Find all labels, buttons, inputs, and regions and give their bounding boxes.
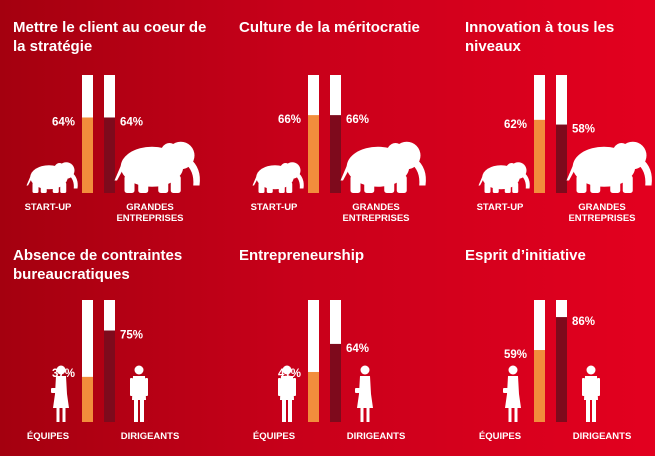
chart-plot: 37%75%ÉQUIPES DIRIGEANTS (27, 300, 180, 442)
bar-track (308, 300, 319, 422)
chart-title: Mettre le client au coeur de la stratégi… (13, 19, 207, 55)
chart-panel-innovation: Innovation à tous les niveaux 62% 58% STAR… (452, 0, 655, 228)
chart-title: Entrepreneurship (239, 247, 365, 264)
large-elephant-icon (566, 141, 652, 193)
bar-second (556, 317, 567, 422)
category-label: ÉQUIPES (253, 431, 295, 442)
chart-title: Innovation à tous les niveaux (465, 19, 615, 55)
bar-track (82, 300, 93, 422)
category-label: ÉQUIPES (479, 431, 521, 442)
chart-title: Esprit d’initiative (465, 247, 586, 264)
businesswoman-icon (503, 365, 521, 422)
bar-second (104, 330, 115, 422)
chart-panel-client: Mettre le client au coeur de la stratégi… (0, 0, 218, 228)
bar-first (534, 119, 545, 193)
category-label: START-UP (25, 202, 72, 213)
bar-second (330, 115, 341, 193)
value-label: 86% (572, 316, 595, 328)
category-label: START-UP (251, 202, 298, 213)
chart-plot: 62% 58% START-UP GRANDES ENTREPRISES (477, 75, 652, 224)
value-label: 64% (346, 343, 369, 355)
chart-plot: 59% 86% ÉQUIPES DIRIGEANTS (479, 300, 632, 442)
large-elephant-icon (340, 141, 426, 193)
value-label: 59% (504, 349, 527, 361)
businessman-icon (278, 365, 296, 422)
businesswoman-icon (51, 365, 69, 422)
chart-panel-bureaucratie: Absence de contraintes bureaucratiques 3… (0, 228, 218, 456)
category-label: GRANDES ENTREPRISES (116, 202, 183, 224)
businesswoman-icon (355, 365, 373, 422)
bar-second (104, 117, 115, 193)
category-label: START-UP (477, 202, 524, 213)
category-label: GRANDES ENTREPRISES (342, 202, 409, 224)
value-label: 66% (346, 114, 369, 126)
bar-second (556, 124, 567, 193)
value-label: 66% (278, 114, 301, 126)
bar-first (534, 350, 545, 422)
large-elephant-icon (114, 141, 200, 193)
chart-plot: 64% 64% START-UP GRANDES ENTREPRISES (25, 75, 200, 224)
category-label: ÉQUIPES (27, 431, 69, 442)
value-label: 58% (572, 124, 595, 136)
bar-first (308, 371, 319, 422)
category-label: DIRIGEANTS (347, 431, 406, 442)
category-label: DIRIGEANTS (121, 431, 180, 442)
businessman-icon (582, 365, 600, 422)
chart-panel-initiative: Esprit d’initiative 59% 86% ÉQUIPES DIRIGEA… (452, 228, 655, 456)
chart-title: Absence de contraintes bureaucratiques (13, 247, 183, 283)
chart-plot: 66% 66% START-UP GRANDES ENTREPRISES (251, 75, 426, 224)
chart-plot: 41%64%ÉQUIPES DIRIGEANTS (253, 300, 406, 442)
chart-panel-entrepreneurship: Entrepreneurship 41% 64% ÉQUIPES DIRIGEANTS (226, 228, 444, 456)
value-label: 64% (120, 116, 143, 128)
bar-first (82, 117, 93, 193)
category-label: DIRIGEANTS (573, 431, 632, 442)
bar-first (308, 115, 319, 193)
value-label: 75% (120, 330, 143, 342)
chart-panel-meritocratie: Culture de la méritocratie 66% 66% START-U… (226, 0, 444, 228)
businessman-icon (130, 365, 148, 422)
chart-title: Culture de la méritocratie (239, 19, 420, 36)
category-label: GRANDES ENTREPRISES (568, 202, 635, 224)
small-elephant-icon (252, 162, 304, 193)
small-elephant-icon (26, 162, 78, 193)
bar-second (330, 343, 341, 422)
value-label: 62% (504, 119, 527, 131)
bar-first (82, 376, 93, 422)
value-label: 64% (52, 116, 75, 128)
small-elephant-icon (478, 162, 530, 193)
